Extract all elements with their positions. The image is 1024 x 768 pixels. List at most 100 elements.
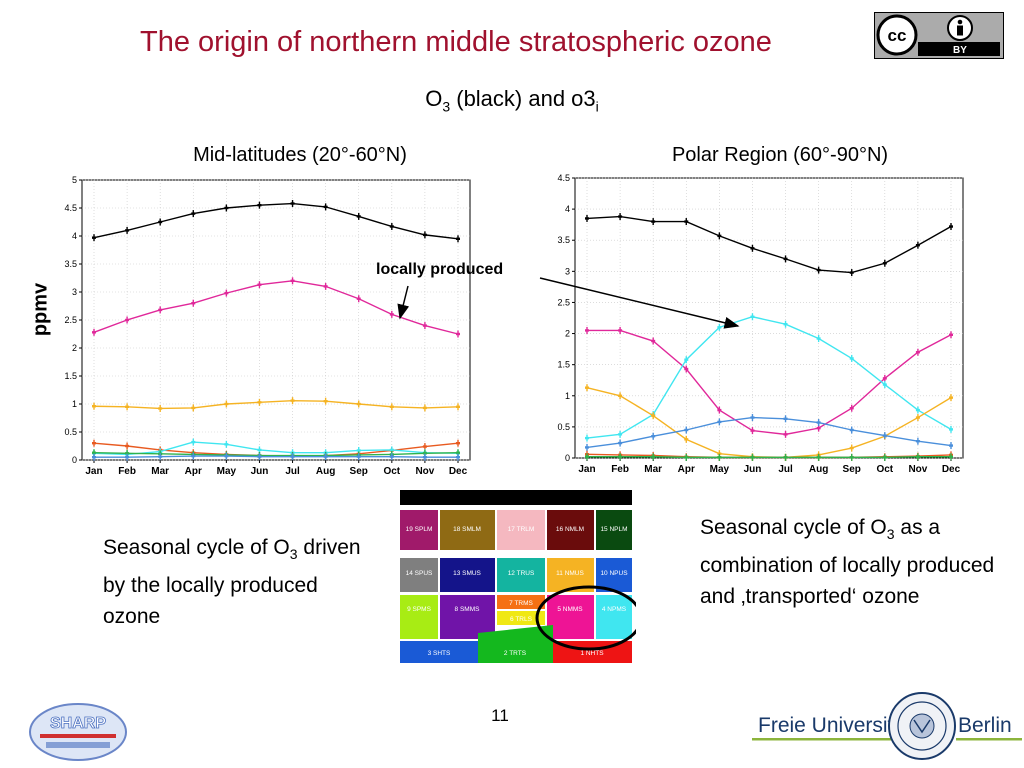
- right-data-point: [949, 428, 953, 431]
- region-18-smlm: [440, 510, 495, 550]
- region-16-nmlm: [547, 510, 594, 550]
- right-description-pre: Seasonal cycle of O: [700, 516, 887, 539]
- university-name: Freie Universität: [758, 714, 911, 737]
- right-xtick-label: Apr: [678, 464, 695, 475]
- left-data-point: [456, 451, 460, 454]
- left-data-point: [191, 440, 196, 444]
- right-ytick-label: 3.5: [557, 235, 570, 245]
- left-data-point: [125, 456, 130, 459]
- right-data-point: [585, 329, 589, 332]
- left-data-point: [92, 451, 96, 454]
- right-data-point: [949, 333, 953, 336]
- right-xtick-label: Sep: [843, 464, 861, 475]
- left-ytick-label: 3.5: [64, 259, 77, 269]
- right-data-point: [618, 329, 623, 332]
- right-data-point: [949, 225, 953, 228]
- subtitle: O3 (black) and o3i: [0, 86, 1024, 114]
- region-map-label: 3 SHTS: [428, 650, 451, 657]
- left-xtick-label: Jun: [251, 466, 269, 477]
- right-ytick-label: 2.5: [557, 297, 570, 307]
- subtitle-sub: 3: [442, 98, 451, 115]
- right-ytick-label: 3: [565, 266, 570, 276]
- right-xtick-label: Feb: [611, 464, 629, 475]
- right-data-point: [783, 456, 788, 459]
- right-data-point: [618, 433, 623, 436]
- right-data-point: [717, 420, 722, 424]
- right-ytick-label: 4: [565, 204, 570, 214]
- right-series-line-0: [586, 215, 952, 274]
- left-plot-frame: [81, 179, 471, 461]
- right-data-point: [750, 416, 755, 419]
- right-data-point: [882, 262, 887, 265]
- right-xtick-label: Jul: [778, 464, 793, 475]
- right-data-point: [816, 421, 821, 424]
- left-data-point: [92, 442, 96, 445]
- region-14-spus: [400, 558, 438, 592]
- right-data-point: [849, 456, 854, 459]
- left-data-point: [191, 406, 196, 410]
- left-series-line-1: [93, 280, 459, 335]
- region-8-smms: [440, 595, 495, 639]
- left-data-point: [257, 204, 262, 207]
- left-data-point: [422, 452, 427, 455]
- left-series-line-0: [93, 202, 459, 240]
- region-17-trlm: [497, 510, 545, 550]
- region-map-label: 13 SMUS: [453, 570, 481, 577]
- right-data-point: [651, 455, 656, 458]
- right-data-point: [816, 456, 821, 459]
- left-data-point: [323, 205, 328, 209]
- right-data-point: [783, 417, 788, 420]
- region-3-shts: [400, 641, 478, 663]
- right-series-line-4: [586, 416, 952, 449]
- right-data-point: [618, 441, 623, 445]
- right-chart-title: Polar Region (60°-90°N): [671, 144, 889, 166]
- cc-by-license-badge: cc BY: [874, 12, 1004, 59]
- right-data-point: [915, 455, 920, 458]
- right-data-point: [915, 351, 920, 354]
- right-data-point: [717, 456, 722, 459]
- cc-text: cc: [888, 26, 907, 45]
- right-xtick-label: Oct: [876, 464, 893, 475]
- region-map-label: 8 SMMS: [455, 606, 481, 613]
- left-ytick-label: 2: [72, 343, 77, 353]
- region-map-label: 12 TRUS: [508, 570, 535, 577]
- left-xtick-label: Jul: [285, 466, 300, 477]
- region-6-trls: [497, 611, 545, 625]
- right-data-point: [684, 428, 689, 432]
- right-data-point: [651, 220, 656, 223]
- right-data-point: [585, 386, 589, 389]
- left-data-point: [323, 455, 328, 458]
- right-data-point: [783, 257, 788, 261]
- right-data-point: [618, 455, 623, 458]
- left-data-point: [224, 443, 229, 446]
- right-data-point: [717, 234, 722, 238]
- right-data-point: [915, 416, 920, 419]
- left-data-point: [125, 405, 130, 408]
- right-data-point: [651, 414, 656, 417]
- right-description-post: as a combination of locally produced and…: [700, 516, 995, 609]
- right-data-point: [618, 394, 623, 397]
- left-data-point: [158, 455, 163, 458]
- right-ytick-label: 4.5: [557, 173, 570, 183]
- subtitle-sub-i: i: [595, 98, 599, 115]
- right-data-point: [717, 326, 722, 329]
- left-series-line-4: [93, 441, 459, 456]
- left-series-line-6: [94, 455, 458, 458]
- right-plot-frame: [574, 177, 964, 459]
- left-description-pre: Seasonal cycle of O: [103, 536, 290, 559]
- right-xtick-label: Aug: [809, 464, 828, 475]
- right-data-point: [849, 428, 854, 432]
- left-xtick-label: Feb: [118, 466, 136, 477]
- right-data-point: [949, 455, 953, 458]
- left-data-point: [456, 405, 460, 408]
- region-15-nplm: [596, 510, 632, 550]
- left-xtick-label: Apr: [185, 466, 202, 477]
- right-data-point: [585, 436, 589, 440]
- left-data-point: [389, 225, 394, 228]
- left-data-point: [290, 455, 295, 458]
- right-xtick-label: Jun: [744, 464, 762, 475]
- left-data-point: [389, 455, 394, 458]
- region-13-smus: [440, 558, 495, 592]
- right-data-point: [915, 244, 920, 247]
- left-xtick-label: Jan: [85, 466, 102, 477]
